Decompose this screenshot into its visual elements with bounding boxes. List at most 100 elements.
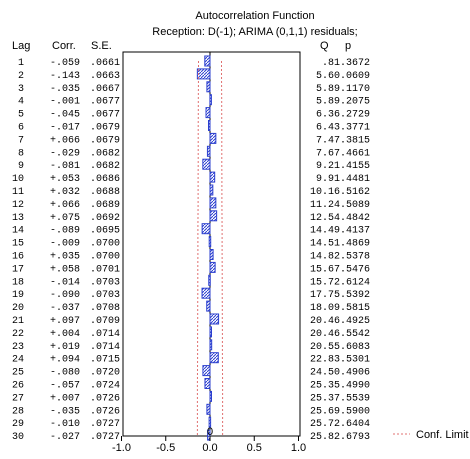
lag-value: 26 xyxy=(12,381,24,392)
corr-value: -.080 xyxy=(50,368,80,379)
acf-bar-lag-29 xyxy=(208,416,212,428)
se-value: .0709 xyxy=(90,316,120,327)
corr-value: -.001 xyxy=(50,97,80,108)
se-value: .0714 xyxy=(90,329,120,340)
acf-bar-lag-24 xyxy=(209,352,219,364)
acf-bar-lag-20 xyxy=(206,300,211,312)
q-value: 9.21 xyxy=(316,161,340,172)
acf-bar-lag-11 xyxy=(209,184,214,196)
lag-value: 1 xyxy=(18,58,24,69)
acf-bar-lag-6 xyxy=(207,120,211,131)
conf-limit-upper xyxy=(221,61,224,436)
q-value: 7.47 xyxy=(316,135,340,146)
lag-value: 30 xyxy=(12,432,24,443)
acf-bar-lag-17 xyxy=(209,261,216,273)
lag-value: 21 xyxy=(12,316,24,327)
q-value: 25.72 xyxy=(310,419,340,430)
x-tick-label: 0.5 xyxy=(247,442,262,454)
se-value: .0682 xyxy=(90,148,120,159)
lag-value: 4 xyxy=(18,97,24,108)
corr-value: +.075 xyxy=(50,213,80,224)
corr-value: +.066 xyxy=(50,200,80,211)
corr-value: -.035 xyxy=(50,84,80,95)
acf-bar-lag-2 xyxy=(196,68,211,80)
q-value: 25.82 xyxy=(310,432,340,443)
p-value: .4481 xyxy=(340,174,370,185)
lag-value: 25 xyxy=(12,368,24,379)
q-value: 24.50 xyxy=(310,368,340,379)
acf-rows: 1 -.059 .0661 .81.3672 2 -.143 .0663 5.60.0609 3… xyxy=(12,58,370,443)
acf-bar-lag-14 xyxy=(201,223,211,235)
lag-value: 6 xyxy=(18,123,24,134)
p-value: .3815 xyxy=(340,135,370,146)
zero-label: 0 xyxy=(207,426,213,438)
se-value: .0688 xyxy=(90,187,120,198)
x-tick-label: -1.0 xyxy=(112,442,131,454)
plot-frame xyxy=(122,51,301,437)
p-value: .5900 xyxy=(340,406,370,417)
p-value: .5089 xyxy=(340,200,370,211)
p-value: .5815 xyxy=(340,303,370,314)
acf-bar-lag-10 xyxy=(209,171,216,183)
q-value: 15.72 xyxy=(310,277,340,288)
se-value: .0679 xyxy=(90,123,120,134)
q-value: 15.67 xyxy=(310,264,340,275)
se-value: .0686 xyxy=(90,174,120,185)
q-value: 10.16 xyxy=(310,187,340,198)
lag-value: 10 xyxy=(12,174,24,185)
se-value: .0714 xyxy=(90,342,120,353)
p-value: .2075 xyxy=(340,97,370,108)
lag-value: 19 xyxy=(12,290,24,301)
acf-bar-lag-23 xyxy=(209,339,213,351)
corr-value: +.007 xyxy=(50,393,80,404)
x-tick-label: -0.5 xyxy=(156,442,175,454)
p-value: .6083 xyxy=(340,342,370,353)
se-value: .0692 xyxy=(90,213,120,224)
p-value: .5378 xyxy=(340,252,370,263)
acf-bar-lag-19 xyxy=(201,287,211,299)
acf-bar-lag-30 xyxy=(207,429,211,441)
acf-bar-lag-28 xyxy=(206,403,211,415)
p-value: .4925 xyxy=(340,316,370,327)
p-value: .6404 xyxy=(340,419,370,430)
lag-value: 15 xyxy=(12,239,24,250)
lag-value: 28 xyxy=(12,406,24,417)
header-corr: Corr. xyxy=(52,40,76,52)
acf-bar-lag-16 xyxy=(209,249,214,260)
se-value: .0679 xyxy=(90,135,120,146)
corr-value: -.143 xyxy=(50,71,80,82)
corr-value: -.014 xyxy=(50,277,80,288)
q-value: 20.55 xyxy=(310,342,340,353)
corr-value: -.045 xyxy=(50,110,80,121)
lag-value: 11 xyxy=(12,187,24,198)
lag-value: 27 xyxy=(12,393,24,404)
se-value: .0661 xyxy=(90,58,120,69)
p-value: .4137 xyxy=(340,226,370,237)
q-value: 14.82 xyxy=(310,252,340,263)
se-value: .0701 xyxy=(90,264,120,275)
se-value: .0727 xyxy=(90,432,120,443)
lag-value: 22 xyxy=(12,329,24,340)
p-value: .6793 xyxy=(340,432,370,443)
header-p: p xyxy=(345,40,351,52)
se-value: .0677 xyxy=(90,97,120,108)
corr-value: -.029 xyxy=(50,148,80,159)
q-value: 12.54 xyxy=(310,213,340,224)
p-value: .0609 xyxy=(340,71,370,82)
acf-bar-lag-18 xyxy=(208,274,211,286)
corr-value: -.090 xyxy=(50,290,80,301)
q-value: 18.09 xyxy=(310,303,340,314)
lag-value: 12 xyxy=(12,200,24,211)
p-value: .1170 xyxy=(340,84,370,95)
p-value: .4990 xyxy=(340,381,370,392)
p-value: .4869 xyxy=(340,239,370,250)
lag-value: 14 xyxy=(12,226,24,237)
p-value: .5301 xyxy=(340,355,370,366)
p-value: .5476 xyxy=(340,264,370,275)
se-value: .0667 xyxy=(90,84,120,95)
p-value: .3771 xyxy=(340,123,370,134)
q-value: 17.75 xyxy=(310,290,340,301)
lag-value: 29 xyxy=(12,419,24,430)
q-value: 25.35 xyxy=(310,381,340,392)
